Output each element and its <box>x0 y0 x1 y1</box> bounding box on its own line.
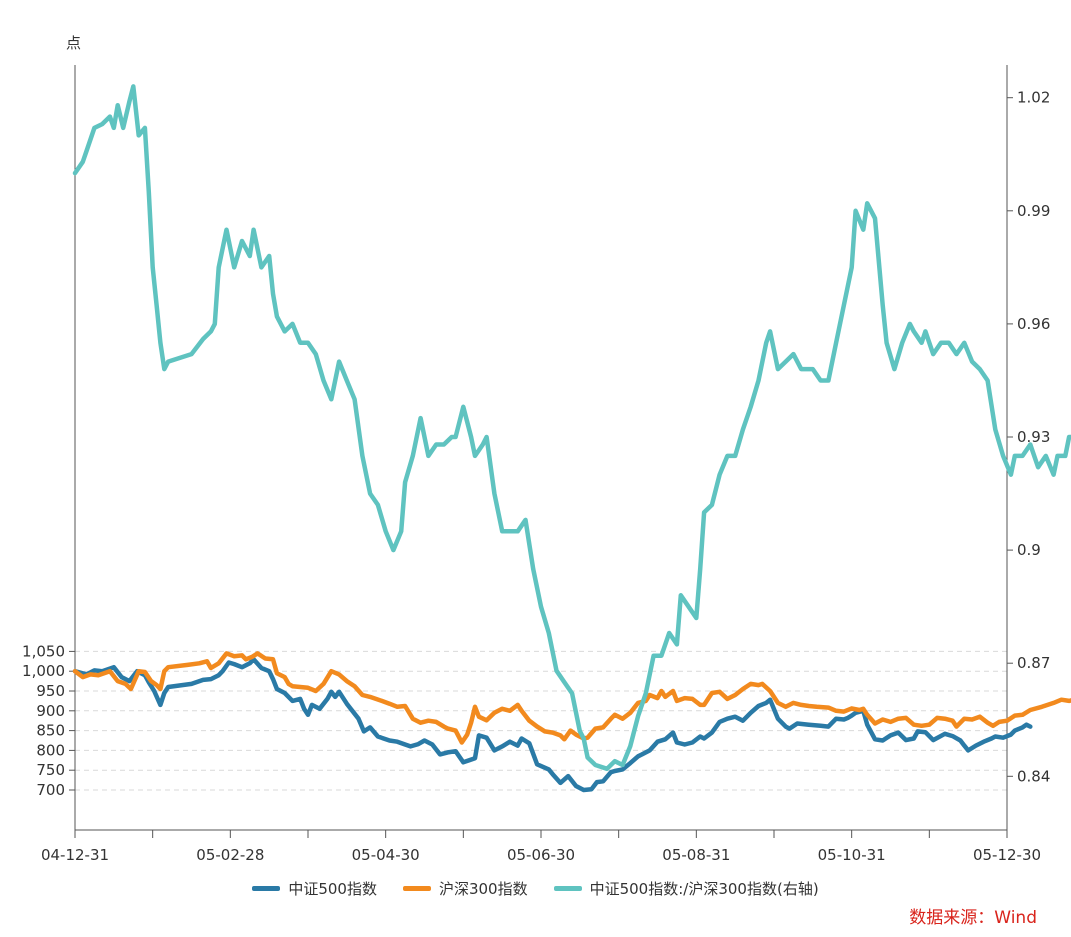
series-line-1 <box>72 651 1071 745</box>
right-tick-label: 0.99 <box>1017 202 1050 220</box>
legend-swatch-csi500 <box>252 885 281 891</box>
right-tick-label: 0.9 <box>1017 541 1041 559</box>
x-tick-label: 05-04-30 <box>352 846 420 864</box>
legend-item-csi500: 中证500指数 <box>252 878 377 899</box>
series-lines <box>72 84 1071 793</box>
left-tick-label: 800 <box>36 741 65 759</box>
legend-item-ratio: 中证500指数:/沪深300指数(右轴) <box>553 878 819 899</box>
x-tick-label: 05-12-30 <box>973 846 1041 864</box>
left-tick-label: 950 <box>36 682 65 700</box>
legend-label-csi500: 中证500指数 <box>288 879 377 898</box>
series-line-2 <box>72 84 1071 772</box>
legend-swatch-ratio <box>553 885 582 891</box>
left-tick-label: 850 <box>36 722 65 740</box>
right-tick-label: 1.02 <box>1017 89 1050 107</box>
x-tick-label: 05-06-30 <box>507 846 575 864</box>
legend-swatch-csi300 <box>402 885 431 891</box>
x-tick-label: 05-10-31 <box>818 846 886 864</box>
legend: 中证500指数 沪深300指数 中证500指数:/沪深300指数(右轴) <box>0 876 1071 900</box>
legend-label-csi300: 沪深300指数 <box>438 879 528 898</box>
right-tick-label: 0.96 <box>1017 315 1050 333</box>
left-tick-label: 900 <box>36 702 65 720</box>
left-tick-label: 1,050 <box>22 642 65 660</box>
right-tick-label: 0.87 <box>1017 654 1050 672</box>
data-source-note: 数据来源：Wind <box>909 908 1037 928</box>
legend-label-ratio: 中证500指数:/沪深300指数(右轴) <box>589 879 819 898</box>
series-line-0 <box>72 657 1033 793</box>
left-tick-label: 700 <box>36 781 65 799</box>
right-tick-label: 0.84 <box>1017 767 1050 785</box>
left-tick-label: 1,000 <box>22 662 65 680</box>
left-tick-label: 750 <box>36 761 65 779</box>
x-tick-label: 05-02-28 <box>196 846 264 864</box>
y-unit-label: 点 <box>66 34 81 52</box>
legend-item-csi300: 沪深300指数 <box>402 878 528 899</box>
right-tick-label: 0.93 <box>1017 428 1050 446</box>
x-tick-label: 05-08-31 <box>662 846 730 864</box>
x-tick-label: 04-12-31 <box>41 846 109 864</box>
